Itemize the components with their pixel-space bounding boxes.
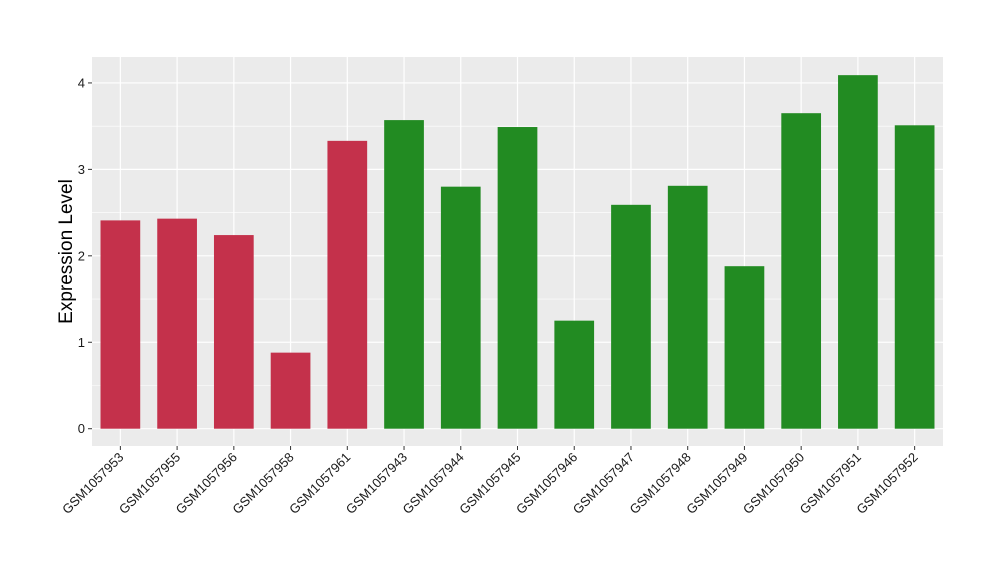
y-axis-title: Expression Level [56, 179, 77, 324]
y-tick-label: 0 [78, 421, 85, 436]
bar-gsm1057950 [781, 113, 822, 429]
y-tick-label: 1 [78, 335, 85, 350]
bar-gsm1057949 [724, 266, 765, 429]
bar-gsm1057946 [554, 320, 595, 429]
bar-gsm1057955 [157, 218, 197, 429]
bar-gsm1057958 [270, 352, 311, 429]
bar-gsm1057952 [894, 125, 935, 429]
y-axis: 0 1 2 3 4 [78, 75, 92, 436]
bar-gsm1057961 [327, 140, 368, 429]
x-axis: GSM1057953GSM1057955GSM1057956GSM1057958… [59, 446, 921, 517]
bar-gsm1057945 [497, 127, 538, 429]
bar-gsm1057953 [100, 220, 141, 429]
bar-gsm1057947 [611, 204, 651, 429]
bar-gsm1057943 [384, 120, 424, 429]
bar-gsm1057948 [667, 185, 708, 429]
y-tick-label: 3 [78, 162, 85, 177]
y-tick-label: 4 [78, 75, 85, 90]
y-tick-label: 2 [78, 248, 85, 263]
bar-gsm1057951 [838, 75, 878, 429]
bar-gsm1057944 [440, 186, 481, 429]
bar-gsm1057956 [213, 235, 254, 429]
bars [100, 75, 935, 429]
